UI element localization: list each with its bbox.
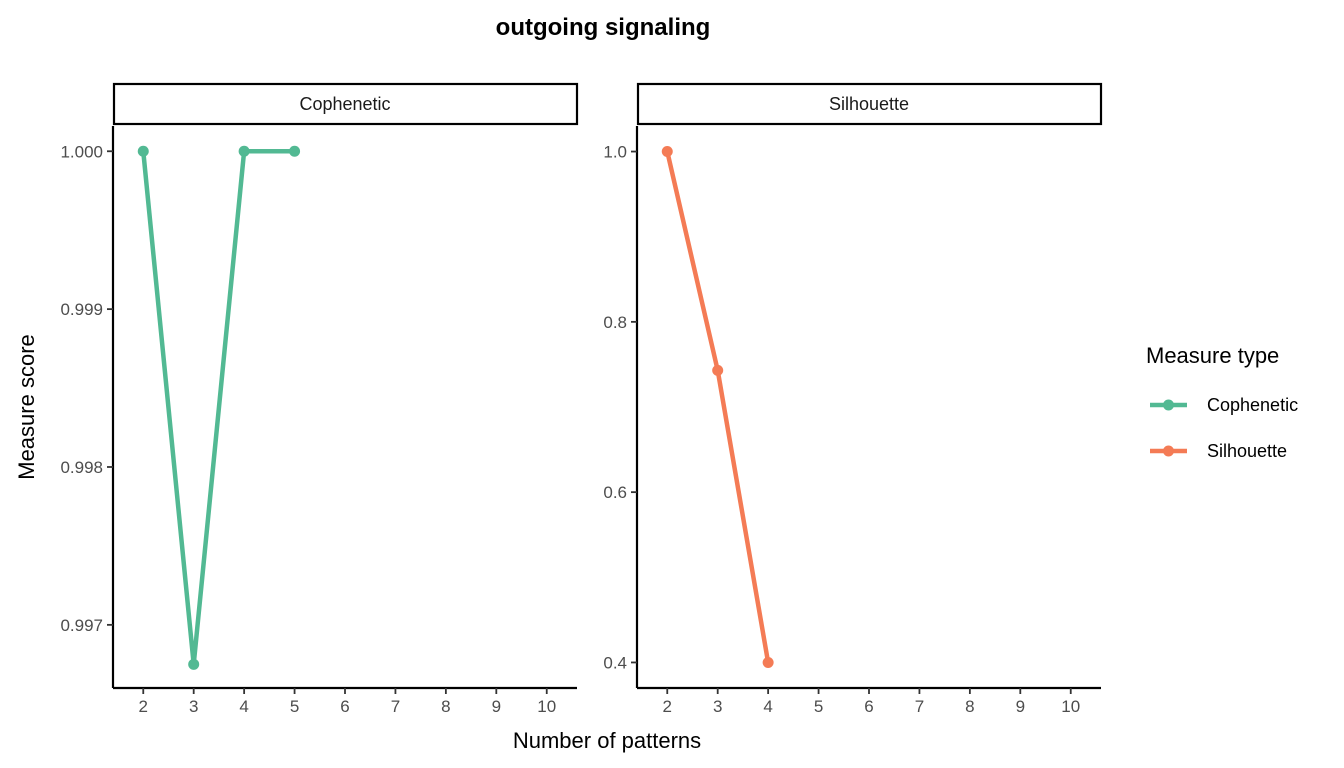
x-tick-label: 6 <box>340 697 349 716</box>
data-point-silhouette <box>762 656 774 668</box>
y-tick-label: 0.999 <box>60 300 103 319</box>
data-point-silhouette <box>712 364 724 376</box>
x-tick-label: 8 <box>441 697 450 716</box>
data-point-cophenetic <box>137 145 149 157</box>
x-tick-label: 4 <box>239 697 248 716</box>
series-line-cophenetic <box>141 149 295 667</box>
x-tick-label: 5 <box>290 697 299 716</box>
x-tick-label: 6 <box>864 697 873 716</box>
data-point-cophenetic <box>238 145 250 157</box>
x-tick-label: 4 <box>763 697 772 716</box>
legend-key-point <box>1163 445 1174 457</box>
x-tick-label: 2 <box>663 697 672 716</box>
y-tick-label: 0.6 <box>603 483 627 502</box>
y-axis-title: Measure score <box>14 334 39 480</box>
series-line-silhouette <box>665 151 771 663</box>
x-tick-label: 7 <box>391 697 400 716</box>
x-tick-label: 3 <box>189 697 198 716</box>
legend-title: Measure type <box>1146 343 1279 368</box>
panel-silhouette: Silhouette 1.0 0.8 0.6 0.4 2 3 4 5 6 7 8 9 10 <box>603 82 1103 716</box>
legend-label-cophenetic: Cophenetic <box>1207 395 1298 415</box>
data-point-cophenetic <box>188 658 200 670</box>
x-axis-title: Number of patterns <box>513 728 701 753</box>
strip-box <box>636 82 1103 126</box>
x-tick-label: 2 <box>139 697 148 716</box>
strip-box <box>112 82 579 126</box>
x-tick-label: 9 <box>1016 697 1025 716</box>
y-tick-label: 0.8 <box>603 313 627 332</box>
strip-label: Silhouette <box>829 94 909 114</box>
x-tick-label: 10 <box>1061 697 1080 716</box>
y-tick-label: 1.0 <box>603 143 627 162</box>
y-tick-label: 1.000 <box>60 142 103 161</box>
chart-title: outgoing signaling <box>496 14 711 41</box>
y-tick-label: 0.4 <box>603 653 627 672</box>
legend-key-point <box>1163 399 1174 411</box>
y-tick-label: 0.997 <box>60 616 103 635</box>
legend: Measure type Cophenetic Silhouette <box>1146 343 1298 461</box>
x-tick-label: 9 <box>492 697 501 716</box>
data-point-cophenetic <box>289 145 301 157</box>
legend-label-silhouette: Silhouette <box>1207 441 1287 461</box>
facet-panels: Cophenetic 1.000 0.999 0.998 0.997 2 3 4 5 6 7 8 9 10… <box>60 82 1103 716</box>
strip-label: Cophenetic <box>299 94 390 114</box>
x-tick-label: 8 <box>965 697 974 716</box>
y-tick-label: 0.998 <box>60 458 103 477</box>
x-tick-label: 7 <box>915 697 924 716</box>
x-tick-label: 10 <box>537 697 556 716</box>
panel-cophenetic: Cophenetic 1.000 0.999 0.998 0.997 2 3 4 5 6 7 8 9 10 <box>60 82 579 716</box>
x-tick-label: 3 <box>713 697 722 716</box>
x-tick-label: 5 <box>814 697 823 716</box>
data-point-silhouette <box>661 146 673 158</box>
